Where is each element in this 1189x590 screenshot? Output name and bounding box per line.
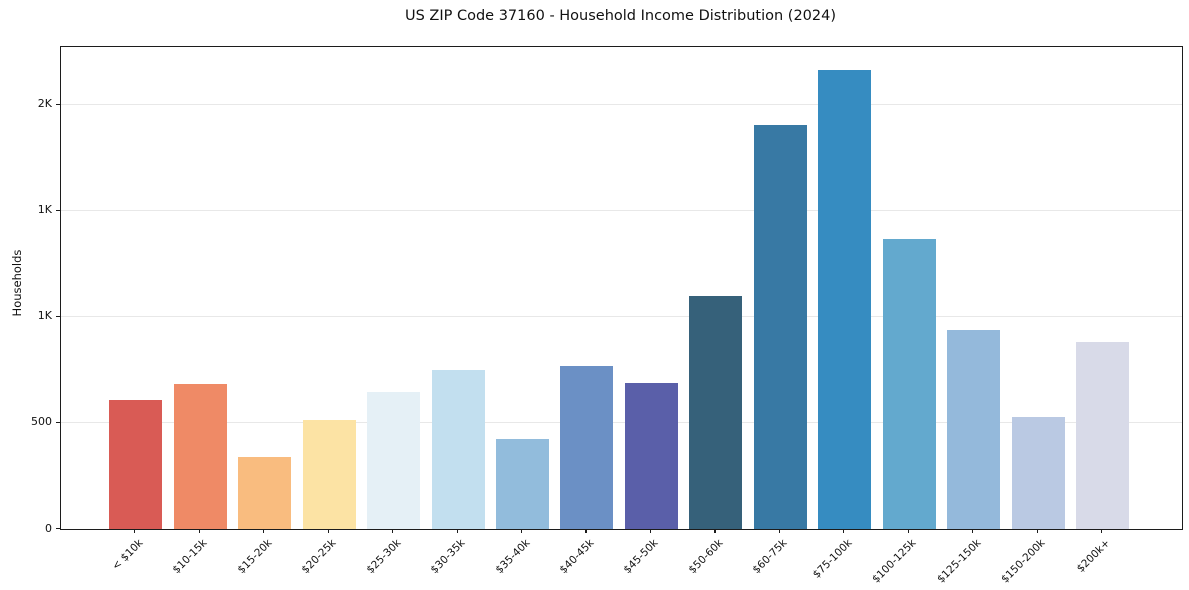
bar-$60-75k: [753, 125, 807, 529]
bar-$200k+: [1076, 342, 1130, 529]
bar-$20-25k: [302, 419, 356, 529]
y-tick-mark: [56, 209, 60, 212]
y-tick-mark: [56, 421, 60, 424]
y-tick-label: 1K: [37, 309, 52, 323]
bar-< $10k: [109, 399, 163, 529]
bar-$150-200k: [1011, 416, 1065, 529]
x-tick-mark: [198, 529, 200, 533]
bar-$45-50k: [624, 382, 678, 529]
x-tick-mark: [778, 529, 780, 533]
bar-$30-35k: [431, 369, 485, 529]
bar-$35-40k: [496, 438, 549, 529]
gridline: [61, 316, 1182, 318]
x-tick-mark: [263, 529, 265, 533]
x-tick-mark: [1101, 529, 1103, 533]
bar-$15-20k: [238, 456, 292, 529]
y-tick-label: 0: [45, 521, 52, 535]
y-tick-label: 2K: [37, 97, 52, 111]
gridline: [61, 210, 1182, 212]
bar-$50-60k: [689, 295, 743, 529]
x-tick-mark: [972, 529, 974, 533]
x-tick-mark: [456, 529, 458, 533]
y-tick-mark: [56, 315, 60, 318]
bar-$100-125k: [882, 238, 936, 529]
y-tick-label: 500: [31, 415, 52, 429]
bar-$75-100k: [818, 69, 872, 529]
x-tick-mark: [392, 529, 394, 533]
bar-$25-30k: [367, 392, 421, 529]
x-tick-mark: [714, 529, 716, 533]
y-tick-mark: [56, 103, 60, 106]
x-tick-mark: [585, 529, 587, 533]
chart-title: US ZIP Code 37160 - Household Income Dis…: [404, 8, 837, 24]
x-tick-mark: [1036, 529, 1038, 533]
x-tick-label: < $10k: [109, 537, 146, 573]
bar-$10-15k: [173, 383, 227, 529]
gridline: [61, 422, 1182, 424]
x-tick-mark: [327, 529, 329, 533]
gridline: [61, 104, 1182, 106]
y-tick-label: 1K: [37, 203, 52, 217]
x-tick-mark: [843, 529, 845, 533]
y-tick-mark: [56, 528, 60, 530]
x-tick-mark: [134, 529, 136, 533]
x-tick-mark: [649, 529, 652, 533]
plot-area: [60, 46, 1183, 530]
bar-$40-45k: [560, 365, 614, 529]
x-tick-mark: [521, 529, 523, 533]
bar-$125-150k: [947, 329, 1001, 529]
x-tick-mark: [907, 529, 909, 533]
